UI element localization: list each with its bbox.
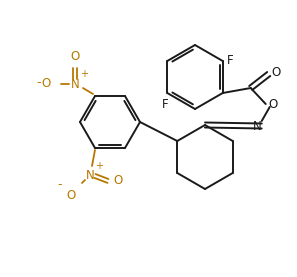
Text: O: O (70, 50, 80, 63)
Text: F: F (162, 98, 169, 111)
Text: O: O (272, 66, 281, 79)
Text: F: F (227, 53, 233, 66)
Text: O: O (113, 175, 122, 188)
Text: O: O (269, 99, 278, 112)
Text: -: - (58, 178, 62, 191)
Text: +: + (95, 161, 103, 171)
Text: N: N (71, 78, 79, 91)
Text: +: + (80, 69, 88, 79)
Text: N: N (253, 119, 262, 132)
Text: N: N (86, 170, 94, 183)
Text: -: - (37, 76, 41, 89)
Text: O: O (66, 189, 76, 202)
Text: O: O (42, 76, 51, 89)
